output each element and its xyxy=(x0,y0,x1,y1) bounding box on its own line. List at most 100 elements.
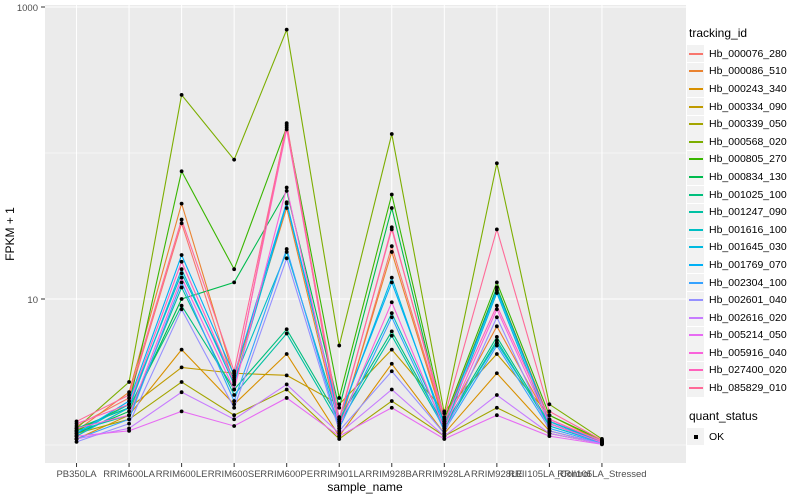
plot-panel xyxy=(45,5,686,463)
legend-label: Hb_085829_010 xyxy=(709,382,787,395)
legend-title: tracking_id xyxy=(689,26,748,40)
x-tick-label: RRIM600PE xyxy=(260,469,313,480)
data-point xyxy=(284,382,289,387)
series-color-swatch xyxy=(688,123,703,126)
data-point xyxy=(232,424,237,428)
legend-entry-Hb_000243_340: Hb_000243_340 xyxy=(687,80,799,98)
x-tick-label: RRIM600LE xyxy=(156,469,208,480)
data-point xyxy=(494,291,499,295)
data-point xyxy=(547,409,552,414)
data-point xyxy=(179,267,184,272)
fpkm-line-chart: PB350LA RRIM600LA RRIM600LE RRIM600SE RRIM60… xyxy=(3,3,686,494)
data-point xyxy=(494,413,499,418)
x-tick-label: RRIM901LA xyxy=(313,469,365,480)
data-point xyxy=(74,440,79,444)
data-point xyxy=(389,369,394,374)
legend-label: Hb_000243_340 xyxy=(709,82,787,95)
data-point xyxy=(284,256,289,261)
legend-entry-Hb_027400_020: Hb_027400_020 xyxy=(687,361,799,380)
legend-key xyxy=(687,361,704,379)
data-point xyxy=(337,402,342,407)
data-point xyxy=(127,409,131,414)
x-tick-label: RRIM600LA xyxy=(103,469,155,480)
series-color-swatch xyxy=(688,351,703,354)
series-color-swatch xyxy=(688,369,703,372)
legend-entry-Hb_000568_020: Hb_000568_020 xyxy=(687,133,799,151)
x-tick-label: RRIM928LA xyxy=(418,469,470,480)
legend-label: Hb_000568_020 xyxy=(709,135,787,148)
data-point xyxy=(74,431,79,436)
legend-entry-Hb_000086_510: Hb_000086_510 xyxy=(687,62,799,81)
data-point xyxy=(389,361,394,366)
legend-entry-Hb_000834_130: Hb_000834_130 xyxy=(687,168,799,186)
data-point xyxy=(389,192,394,197)
series-color-swatch xyxy=(688,299,703,302)
data-point xyxy=(179,409,184,414)
data-point xyxy=(232,413,237,418)
data-point xyxy=(232,267,237,272)
legend-entry-Hb_005214_050: Hb_005214_050 xyxy=(687,326,799,345)
data-point xyxy=(232,369,237,374)
data-point xyxy=(127,413,131,418)
data-point xyxy=(179,217,184,222)
data-point xyxy=(337,343,342,348)
y-tick-label-10: 10 xyxy=(27,295,38,306)
data-point xyxy=(127,417,131,422)
data-point xyxy=(494,315,499,320)
x-tick-label: RRII105LA_Control xyxy=(508,469,590,480)
data-point xyxy=(232,373,237,378)
legend-label: Hb_000805_270 xyxy=(709,153,787,166)
data-point xyxy=(337,437,342,441)
legend-entries: Hb_000076_280 Hb_000086_510 Hb_000243_340 H… xyxy=(687,45,799,397)
series-color-swatch xyxy=(688,334,703,337)
legend-key xyxy=(687,256,704,274)
quant-status-label: OK xyxy=(709,430,725,443)
data-point xyxy=(232,402,237,407)
series-color-swatch xyxy=(688,193,703,196)
data-point xyxy=(179,280,184,285)
data-point xyxy=(389,250,394,254)
legend-entry-Hb_001645_030: Hb_001645_030 xyxy=(687,238,799,257)
data-point xyxy=(389,315,394,320)
data-point xyxy=(389,275,394,280)
series-color-swatch xyxy=(688,140,703,143)
legend-key xyxy=(687,150,704,168)
legend-label: Hb_001769_070 xyxy=(709,258,787,271)
legend-label: Hb_000076_280 xyxy=(709,47,787,60)
legend-key xyxy=(687,326,704,344)
legend-key xyxy=(687,186,704,204)
data-point xyxy=(179,253,184,257)
data-point xyxy=(494,161,499,166)
legend-key xyxy=(687,221,704,239)
data-point xyxy=(179,303,184,308)
data-point xyxy=(232,405,237,410)
legend-key xyxy=(687,238,704,256)
series-color-swatch xyxy=(688,228,703,231)
data-point xyxy=(494,303,499,308)
legend-entry-Hb_001769_070: Hb_001769_070 xyxy=(687,256,799,274)
data-point xyxy=(547,431,552,436)
data-point xyxy=(284,127,289,132)
legend-entry-Hb_002601_040: Hb_002601_040 xyxy=(687,291,799,309)
data-point xyxy=(232,380,237,384)
x-tick-label: PB350LA xyxy=(56,469,97,480)
legend-key xyxy=(687,133,704,151)
x-tick-label: RRIM928BA xyxy=(365,469,418,480)
data-point xyxy=(389,311,394,316)
data-point xyxy=(179,93,184,97)
data-point xyxy=(284,27,289,32)
data-point xyxy=(547,413,552,418)
legend-label: Hb_005214_050 xyxy=(709,329,787,342)
data-point xyxy=(442,415,447,420)
legend-entry-Hb_001616_100: Hb_001616_100 xyxy=(687,221,799,239)
legend-entry-Hb_000334_090: Hb_000334_090 xyxy=(687,98,799,116)
data-point xyxy=(494,324,499,329)
data-point xyxy=(494,280,499,285)
data-point xyxy=(179,275,184,280)
data-point xyxy=(232,280,237,285)
legend-entry-Hb_001247_090: Hb_001247_090 xyxy=(687,203,799,221)
series-color-swatch xyxy=(688,263,703,266)
data-point xyxy=(232,417,237,422)
data-point xyxy=(179,201,184,206)
